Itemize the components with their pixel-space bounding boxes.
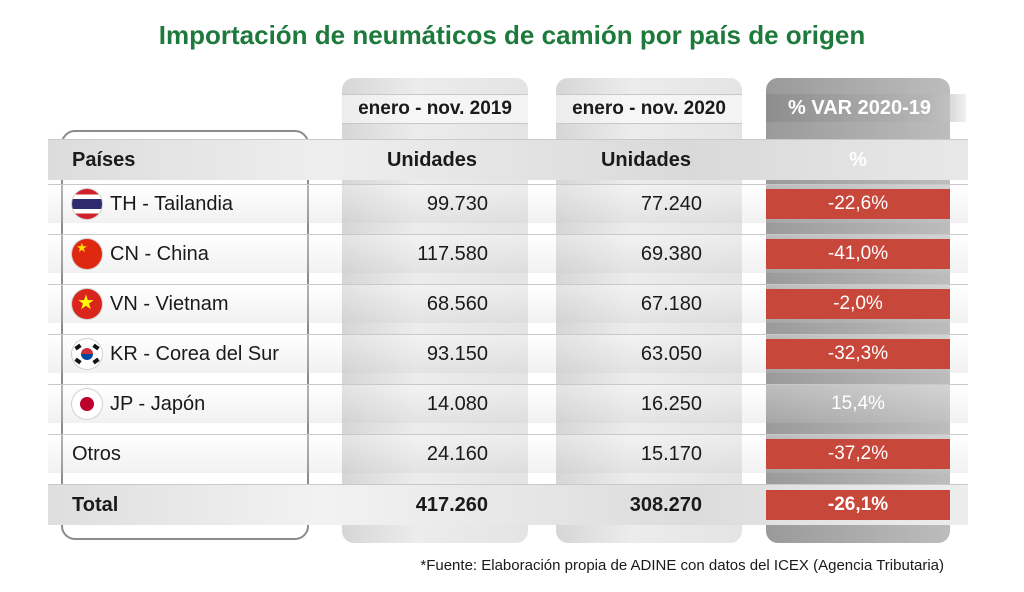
country-column-frame [61,130,309,540]
country-cell: Otros [72,435,332,473]
units-2020-cell: 69.380 [640,242,702,265]
country-label: KR - Corea del Sur [110,342,279,365]
country-label: Otros [72,442,121,465]
chart-title: Importación de neumáticos de camión por … [158,20,866,50]
units-2020-cell: 67.180 [640,292,702,315]
units-2019-cell: 99.730 [426,192,488,215]
period-header-2019: enero - nov. 2019 [342,94,528,124]
variation-cell: -32,3% [766,339,950,369]
units-2019-cell: 93.150 [426,342,488,365]
table-row-others: Otros 24.160 15.170 -37,2% [48,434,968,473]
total-units-2020: 308.270 [629,493,702,516]
units-2020-cell: 63.050 [640,342,702,365]
table-row-vietnam: VN - Vietnam 68.560 67.180 -2,0% [48,284,968,323]
period-header-2020: enero - nov. 2020 [556,94,742,124]
japan-flag-icon [72,389,102,419]
units-2020-cell: 16.250 [640,392,702,415]
header-units-2019: Unidades [386,148,478,171]
table-row-china: CN - China 117.580 69.380 -41,0% [48,234,968,273]
country-label: JP - Japón [110,392,206,415]
variation-cell: -41,0% [766,239,950,269]
variation-cell: -2,0% [766,289,950,319]
variation-cell: 15,4% [831,393,885,414]
china-flag-icon [72,239,102,269]
units-2019-cell: 117.580 [417,242,488,265]
total-label: Total [72,493,119,516]
thailand-flag-icon [72,189,102,219]
source-note: *Fuente: Elaboración propia de ADINE con… [420,557,944,574]
country-label: VN - Vietnam [110,292,229,315]
table-header-row: Países Unidades Unidades % [48,139,968,180]
total-variation: -26,1% [766,490,950,520]
country-cell: VN - Vietnam [72,285,332,323]
country-cell: TH - Tailandia [72,185,332,223]
country-label: TH - Tailandia [110,192,234,215]
total-units-2019: 417.260 [415,493,488,516]
period-header-variation: % VAR 2020-19 [766,94,966,122]
units-2020-cell: 77.240 [640,192,702,215]
table-row-south-korea: KR - Corea del Sur 93.150 63.050 -32,3% [48,334,968,373]
country-label: CN - China [110,242,209,265]
table-row-japan: JP - Japón 14.080 16.250 15,4% [48,384,968,423]
variation-cell: -22,6% [766,189,950,219]
units-2020-cell: 15.170 [640,442,702,465]
country-cell: JP - Japón [72,385,332,423]
header-units-2020: Unidades [600,148,692,171]
country-cell: KR - Corea del Sur [72,335,332,373]
units-2019-cell: 68.560 [426,292,488,315]
variation-cell: -37,2% [766,439,950,469]
vietnam-flag-icon [72,289,102,319]
units-2019-cell: 24.160 [426,442,488,465]
units-2019-cell: 14.080 [426,392,488,415]
header-percent: % [849,148,867,171]
country-cell: CN - China [72,235,332,273]
header-countries: Países [72,148,136,171]
table-row-thailand: TH - Tailandia 99.730 77.240 -22,6% [48,184,968,223]
table-row-total: Total 417.260 308.270 -26,1% [48,484,968,525]
south-korea-flag-icon [72,339,102,369]
